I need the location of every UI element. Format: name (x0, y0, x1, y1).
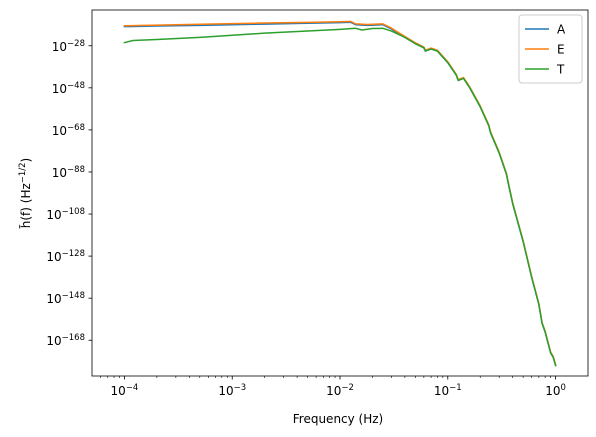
legend-label-t: T (556, 63, 565, 77)
x-tick-label: 10−4 (111, 383, 139, 398)
series-line-t (123, 27, 557, 367)
x-tick-label: 100 (545, 383, 566, 398)
y-tick-label: 10−168 (46, 333, 85, 348)
y-tick-label: 10−28 (52, 39, 85, 54)
y-tick-label: 10−128 (46, 249, 85, 264)
legend-box (518, 14, 583, 84)
y-axis-label: h̃(f) (Hz−1/2) (18, 158, 33, 229)
y-axis: 10−28 10−48 10−68 10−88 10−108 10−128 10−148 10… (46, 39, 92, 348)
x-axis-label: Frequency (Hz) (293, 412, 384, 426)
x-axis: 10−4 10−3 10−2 10−1 100 (100, 376, 566, 398)
y-tick-label: 10−48 (52, 81, 85, 96)
x-tick-label: 10−1 (434, 383, 462, 398)
plot-background (92, 10, 588, 376)
y-tick-label: 10−108 (46, 207, 85, 222)
x-tick-label: 10−3 (218, 383, 246, 398)
y-axis-label-main: h̃(f) (Hz (19, 183, 33, 228)
legend-label-a: A (557, 23, 566, 37)
y-tick-label: 10−68 (52, 123, 85, 138)
x-tick-label: 10−2 (326, 383, 354, 398)
y-axis-label-close: ) (19, 158, 33, 163)
y-tick-label: 10−88 (52, 165, 85, 180)
y-axis-label-sup: −1/2 (18, 162, 28, 183)
legend-label-e: E (557, 43, 565, 57)
y-tick-label: 10−148 (46, 291, 85, 306)
legend: AET (518, 14, 583, 84)
series-layer (123, 20, 557, 367)
